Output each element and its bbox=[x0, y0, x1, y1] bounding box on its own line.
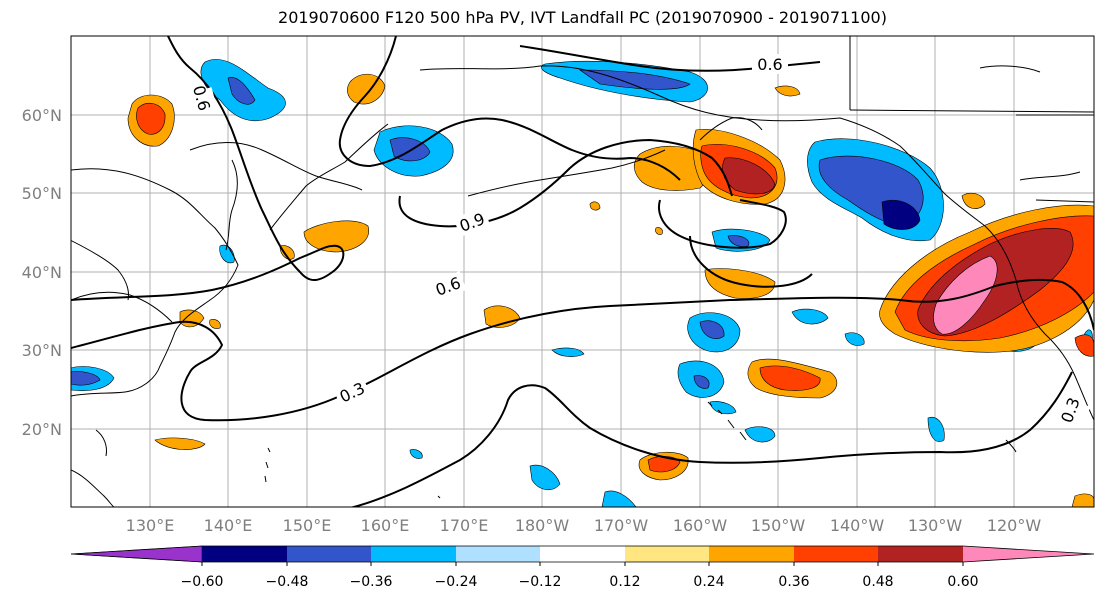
lon-label: 130°E bbox=[126, 516, 175, 535]
colorbar-swatch bbox=[709, 546, 794, 562]
lon-label: 180°W bbox=[515, 516, 570, 535]
colorbar-tick-label: 0.36 bbox=[778, 574, 809, 590]
colorbar-swatch bbox=[202, 546, 287, 562]
colorbar-swatch bbox=[794, 546, 878, 562]
map-title: 2019070600 F120 500 hPa PV, IVT Landfall… bbox=[278, 8, 887, 27]
colorbar-swatch bbox=[70, 545, 203, 563]
map-area: 0.6 0.9 0.6 0.3 0.3 0.6 bbox=[71, 36, 1094, 507]
lat-label: 50°N bbox=[22, 184, 62, 203]
lon-label: 130°W bbox=[908, 516, 963, 535]
colorbar-swatch bbox=[456, 546, 540, 562]
colorbar-tick-label: 0.12 bbox=[609, 574, 640, 590]
contour-label: 0.6 bbox=[757, 55, 782, 74]
contour-lines bbox=[71, 36, 1094, 507]
lat-label: 40°N bbox=[22, 263, 62, 282]
coastlines bbox=[71, 36, 1094, 507]
lon-label: 140°E bbox=[204, 516, 253, 535]
lon-label: 150°W bbox=[751, 516, 806, 535]
colorbar-swatch bbox=[371, 546, 456, 562]
map-frame bbox=[70, 35, 1095, 508]
latitude-labels: 60°N 50°N 40°N 30°N 20°N bbox=[22, 106, 62, 439]
lon-label: 170°W bbox=[594, 516, 649, 535]
lat-label: 20°N bbox=[22, 420, 62, 439]
colorbar-tick-label: −0.60 bbox=[181, 574, 224, 590]
colorbar-ticks bbox=[201, 562, 964, 566]
colorbar: −0.60 −0.48 −0.36 −0.24 −0.12 0.12 0.24 … bbox=[70, 545, 1095, 590]
colorbar-swatch bbox=[963, 546, 1094, 562]
lat-label: 30°N bbox=[22, 341, 62, 360]
lon-label: 120°W bbox=[987, 516, 1042, 535]
gridlines bbox=[71, 36, 1094, 507]
lon-label: 150°E bbox=[283, 516, 332, 535]
colorbar-tick-label: 0.24 bbox=[693, 574, 724, 590]
islands bbox=[264, 149, 1017, 499]
colorbar-swatches bbox=[70, 545, 1095, 563]
colorbar-swatch bbox=[287, 546, 371, 562]
colorbar-tick-label: −0.36 bbox=[350, 574, 393, 590]
longitude-labels: 130°E 140°E 150°E 160°E 170°E 180°W 170°… bbox=[126, 516, 1042, 535]
lon-label: 170°E bbox=[440, 516, 489, 535]
colorbar-tick-label: −0.48 bbox=[266, 574, 309, 590]
colorbar-tick-label: 0.48 bbox=[862, 574, 893, 590]
lon-label: 160°E bbox=[361, 516, 410, 535]
colorbar-tick-label: 0.60 bbox=[947, 574, 978, 590]
colorbar-swatch bbox=[540, 546, 625, 562]
colorbar-tick-label: −0.12 bbox=[519, 574, 562, 590]
colorbar-swatch bbox=[878, 546, 963, 562]
lon-label: 160°W bbox=[673, 516, 728, 535]
colorbar-swatch bbox=[625, 546, 709, 562]
lat-label: 60°N bbox=[22, 106, 62, 125]
lon-label: 140°W bbox=[830, 516, 885, 535]
colorbar-tick-label: −0.24 bbox=[435, 574, 478, 590]
